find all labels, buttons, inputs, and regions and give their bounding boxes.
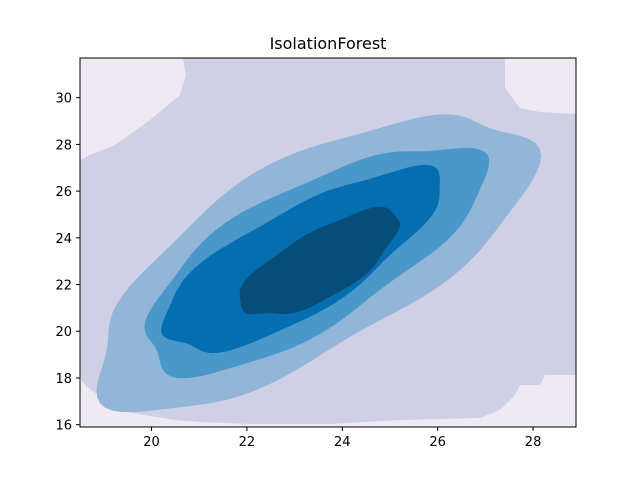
y-tick-label: 28	[55, 138, 72, 153]
y-tick-label: 26	[55, 185, 72, 200]
y-tick-label: 30	[55, 92, 72, 107]
x-axis: 20 22 24 26 28	[143, 427, 541, 450]
contour-level-5	[239, 206, 401, 315]
x-tick-label: 26	[429, 435, 446, 450]
x-tick-label: 28	[525, 435, 542, 450]
y-axis: 16 18 20 22 24 26 28 30	[55, 92, 80, 434]
chart-title: IsolationForest	[270, 34, 387, 53]
y-tick-label: 16	[55, 419, 72, 434]
plot-area	[80, 58, 576, 427]
y-tick-label: 20	[55, 325, 72, 340]
plot-border	[79, 57, 577, 428]
x-tick-label: 24	[334, 435, 351, 450]
x-tick-label: 20	[143, 435, 160, 450]
x-tick-label: 22	[239, 435, 256, 450]
y-tick-label: 22	[55, 279, 72, 294]
y-tick-label: 24	[55, 232, 72, 247]
y-tick-label: 18	[55, 372, 72, 387]
